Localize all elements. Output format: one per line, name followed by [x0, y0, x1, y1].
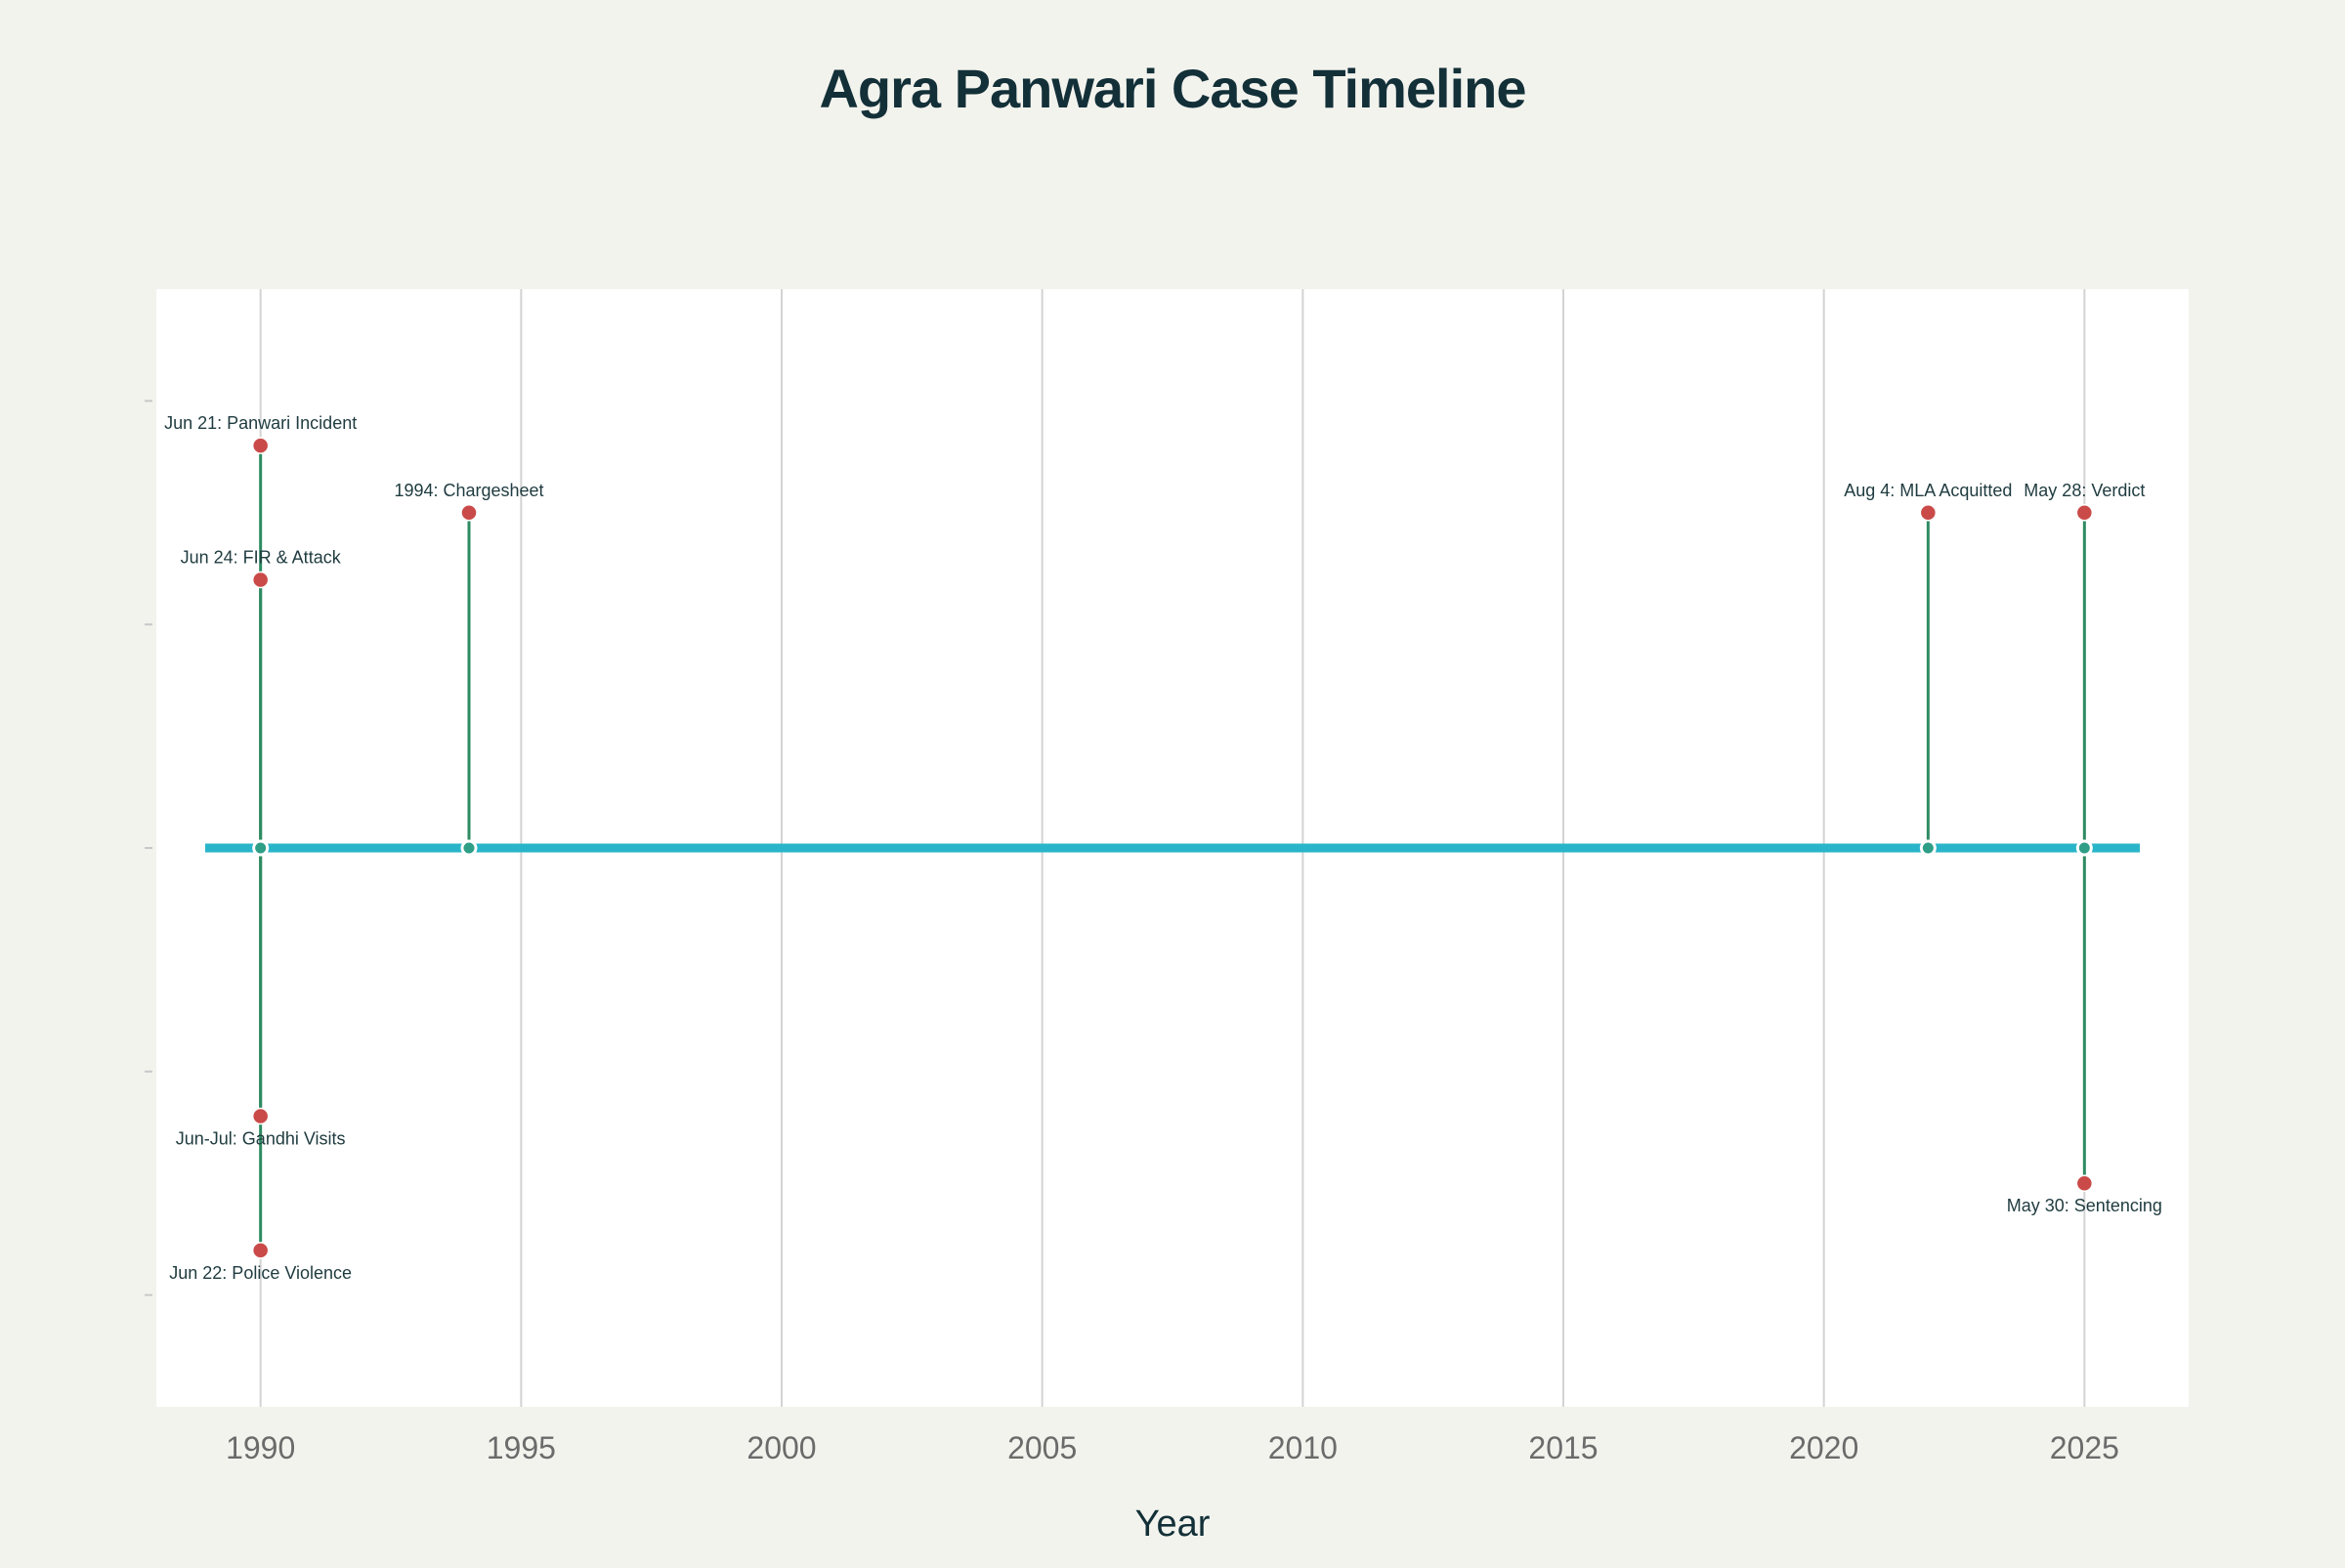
event-marker	[251, 1242, 270, 1259]
event-marker	[2075, 1174, 2094, 1192]
event-marker	[251, 571, 270, 589]
x-tick-label-2020: 2020	[1789, 1430, 1858, 1465]
event-marker	[1919, 504, 1938, 522]
x-tick-label-1995: 1995	[487, 1430, 556, 1465]
event-label: 1994: Chargesheet	[394, 481, 543, 500]
event-anchor-point	[252, 839, 270, 857]
event-label: Aug 4: MLA Acquitted	[1844, 481, 2012, 500]
chart-title: Agra Panwari Case Timeline	[819, 58, 1526, 119]
event-label: Jun-Jul: Gandhi Visits	[176, 1129, 346, 1149]
event-labels: Jun 21: Panwari Incident Jun 24: FIR & At…	[164, 413, 2162, 1283]
x-tick-label-1990: 1990	[226, 1430, 295, 1465]
event-marker	[460, 504, 478, 522]
event-marker	[251, 437, 270, 454]
y-axis-ticks	[145, 400, 152, 1296]
event-label: Jun 24: FIR & Attack	[181, 547, 342, 567]
event-anchor-point	[1919, 839, 1937, 857]
x-axis-label: Year	[1135, 1504, 1211, 1545]
event-label: May 30: Sentencing	[2007, 1196, 2162, 1215]
event-markers	[251, 437, 2094, 1259]
event-anchor-point	[2075, 839, 2093, 857]
event-label: Jun 22: Police Violence	[169, 1263, 352, 1283]
event-stems	[259, 445, 2086, 1250]
event-marker	[2075, 504, 2094, 522]
x-tick-label-2025: 2025	[2050, 1430, 2119, 1465]
event-marker	[251, 1107, 270, 1125]
x-tick-label-2000: 2000	[746, 1430, 816, 1465]
x-tick-label-2010: 2010	[1268, 1430, 1338, 1465]
event-anchor-point	[460, 839, 478, 857]
x-axis-tick-labels: 1990 1995 2000 2005 2010 2015 2020 2025	[226, 1430, 2119, 1465]
x-tick-label-2005: 2005	[1007, 1430, 1077, 1465]
x-tick-label-2015: 2015	[1528, 1430, 1598, 1465]
event-label: Jun 21: Panwari Incident	[164, 413, 357, 433]
event-label: May 28: Verdict	[2024, 481, 2145, 500]
